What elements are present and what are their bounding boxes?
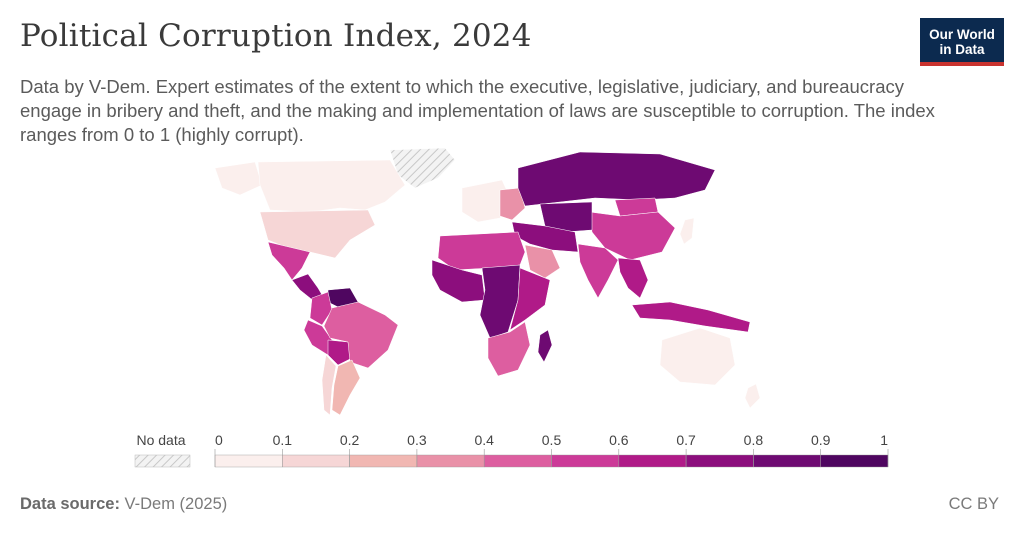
world-map[interactable] bbox=[200, 140, 780, 430]
map-region-alaska[interactable] bbox=[214, 161, 263, 196]
map-region-bolivia[interactable] bbox=[327, 339, 353, 366]
legend-ticks: 0 0.1 0.2 0.3 0.4 0.5 0.6 0.7 0.8 0.9 1 bbox=[214, 432, 889, 467]
legend-tick-label: 0.8 bbox=[744, 432, 764, 448]
logo-line-1: Our World bbox=[929, 27, 995, 42]
legend-bin-9[interactable] bbox=[820, 454, 889, 468]
map-region-central-asia[interactable] bbox=[539, 201, 593, 233]
map-region-china[interactable] bbox=[589, 211, 676, 261]
license-text[interactable]: CC BY bbox=[948, 495, 999, 513]
legend-bin-2[interactable] bbox=[349, 454, 418, 468]
legend-tick-label: 0.7 bbox=[676, 432, 696, 448]
map-region-russia[interactable] bbox=[517, 151, 716, 207]
map-region-chile[interactable] bbox=[321, 354, 337, 416]
map-region-argentina[interactable] bbox=[331, 359, 361, 416]
source-value[interactable]: V-Dem (2025) bbox=[124, 495, 228, 513]
map-region-north-africa[interactable] bbox=[437, 231, 526, 271]
source-label: Data source: bbox=[20, 495, 120, 513]
legend-bin-7[interactable] bbox=[685, 454, 754, 468]
chart-subtitle: Data by V-Dem. Expert estimates of the e… bbox=[20, 76, 935, 145]
footer-source: Data source: V-Dem (2025) bbox=[20, 495, 227, 514]
map-region-canada[interactable] bbox=[257, 159, 406, 213]
color-legend: No data 0 0.1 0.2 0.3 0.4 0.5 0.6 0.7 0.8 0.9 1 bbox=[130, 430, 900, 470]
legend-svg: No data 0 0.1 0.2 0.3 0.4 0.5 0.6 0.7 0.8 0.9 1 bbox=[134, 432, 889, 468]
map-region-new-zealand[interactable] bbox=[744, 383, 761, 409]
map-region-brazil[interactable] bbox=[323, 301, 399, 369]
legend-tick-label: 0.4 bbox=[474, 432, 494, 448]
legend-bin-5[interactable] bbox=[551, 454, 620, 468]
map-region-east-africa[interactable] bbox=[509, 267, 551, 331]
legend-tick-label: 0.5 bbox=[542, 432, 562, 448]
chart-title: Political Corruption Index, 2024 bbox=[20, 18, 532, 54]
world-map-svg bbox=[214, 147, 761, 416]
legend-bins bbox=[214, 454, 889, 468]
legend-tick-label: 0.9 bbox=[811, 432, 831, 448]
legend-tick-label: 0.3 bbox=[407, 432, 427, 448]
map-region-united-states[interactable] bbox=[259, 209, 376, 259]
legend-no-data-label: No data bbox=[136, 432, 185, 448]
map-region-eastern-europe[interactable] bbox=[499, 187, 526, 221]
legend-bin-6[interactable] bbox=[618, 454, 687, 468]
legend-bin-8[interactable] bbox=[753, 454, 821, 468]
legend-bin-1[interactable] bbox=[282, 454, 350, 468]
legend-bin-4[interactable] bbox=[484, 454, 552, 468]
legend-tick-label: 0.6 bbox=[609, 432, 629, 448]
legend-tick-label: 0.1 bbox=[273, 432, 293, 448]
legend-bin-0[interactable] bbox=[214, 454, 283, 468]
map-region-western-europe[interactable] bbox=[461, 179, 513, 223]
legend-tick-label: 0.2 bbox=[340, 432, 360, 448]
owid-logo[interactable]: Our World in Data bbox=[920, 18, 1004, 66]
map-region-west-africa[interactable] bbox=[431, 259, 486, 303]
map-region-southeast-asia[interactable] bbox=[617, 257, 649, 299]
map-region-colombia[interactable] bbox=[309, 291, 333, 326]
legend-tick-label: 1 bbox=[880, 432, 888, 448]
legend-no-data-swatch bbox=[134, 454, 191, 468]
map-region-japan[interactable] bbox=[679, 217, 695, 245]
logo-line-2: in Data bbox=[939, 42, 985, 57]
map-region-madagascar[interactable] bbox=[537, 329, 553, 363]
map-region-india[interactable] bbox=[577, 243, 619, 299]
legend-tick-label: 0 bbox=[215, 432, 223, 448]
map-region-australia[interactable] bbox=[659, 327, 736, 386]
map-region-southern-africa[interactable] bbox=[487, 321, 531, 377]
map-region-indonesia[interactable] bbox=[631, 301, 751, 333]
legend-bin-3[interactable] bbox=[416, 454, 485, 468]
map-region-saudi-arabia[interactable] bbox=[524, 244, 561, 279]
